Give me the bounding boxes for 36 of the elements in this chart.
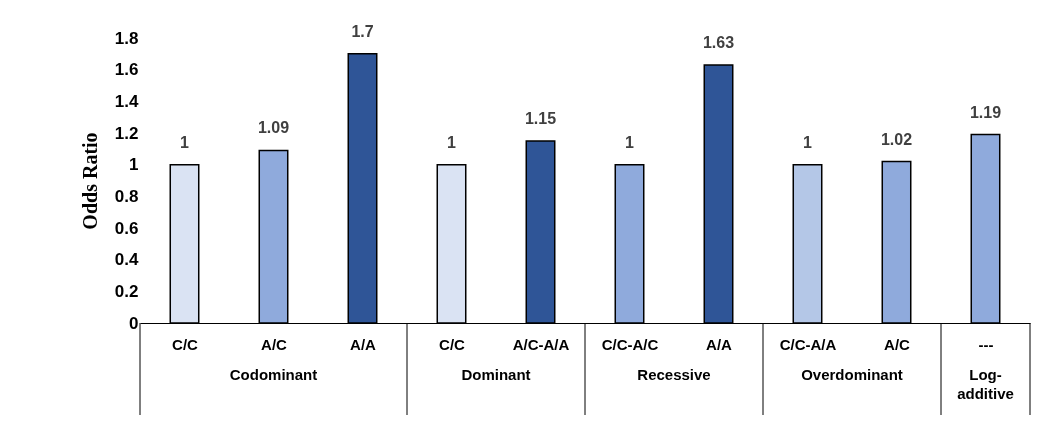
data-label: 1: [625, 133, 635, 151]
y-tick-label: 1.4: [114, 91, 140, 111]
y-tick-label: 1.8: [114, 28, 139, 48]
data-label: 1: [803, 133, 813, 151]
x-tick-label: C/C-A/A: [779, 335, 837, 353]
x-tick-label: A/C: [261, 335, 288, 353]
y-tick-label: 0.8: [114, 186, 139, 206]
text: Codominant: [229, 366, 318, 383]
y-tick-label: 0.4: [114, 250, 140, 270]
y-tick-label: 1: [129, 155, 139, 175]
data-label: 1: [447, 133, 457, 151]
text: Log-additive: [957, 366, 1014, 402]
y-tick-label: 1.6: [114, 60, 139, 80]
y-tick-label: 0.6: [114, 218, 139, 238]
data-label: 1: [180, 133, 190, 151]
x-tick-label: C/C: [439, 335, 466, 353]
text: Recessive: [637, 366, 711, 383]
x-tick-label: C/C: [172, 335, 199, 353]
y-tick-label: 0: [129, 313, 139, 333]
x-tick-label: A/A: [706, 335, 733, 353]
y-axis-title: Odds Ratio: [78, 132, 101, 230]
x-tick-label: A/C: [884, 335, 911, 353]
data-label: 1.15: [524, 109, 557, 127]
y-tick-label: 1.2: [114, 123, 139, 143]
data-label: 1.7: [351, 22, 374, 40]
x-tick-label: A/C-A/A: [512, 335, 570, 353]
x-tick-label: A/A: [350, 335, 377, 353]
x-tick-label: ---: [978, 335, 994, 353]
x-tick-label: C/C-A/C: [601, 335, 659, 353]
text: Overdominant: [801, 366, 903, 383]
y-tick-label: 0.2: [114, 281, 139, 301]
data-label: 1.63: [702, 33, 735, 51]
data-label: 1.09: [257, 119, 290, 137]
data-label: 1.19: [969, 103, 1002, 121]
data-label: 1.02: [880, 130, 913, 148]
text: Dominant: [461, 366, 531, 383]
